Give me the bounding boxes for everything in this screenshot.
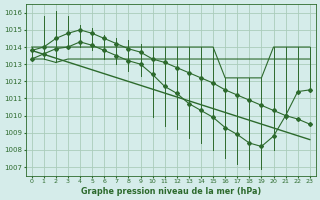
X-axis label: Graphe pression niveau de la mer (hPa): Graphe pression niveau de la mer (hPa) [81,187,261,196]
